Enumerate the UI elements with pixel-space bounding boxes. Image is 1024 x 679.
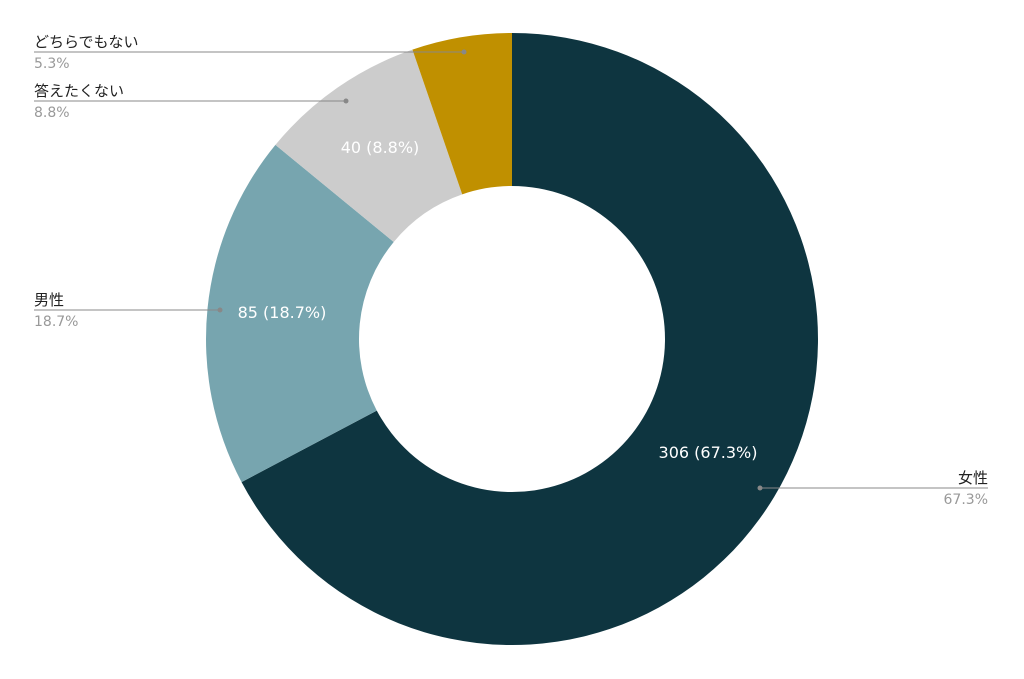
category-label-0: 女性	[958, 469, 988, 487]
slice-0	[241, 33, 819, 645]
leader-dot-1	[217, 307, 223, 313]
data-label-2: 40 (8.8%)	[341, 138, 420, 157]
category-label-2: 答えたくない	[34, 82, 124, 100]
slice-2	[275, 49, 463, 242]
percent-label-0: 67.3%	[944, 492, 988, 508]
leader-dot-0	[757, 485, 763, 491]
percent-label-2: 8.8%	[34, 105, 70, 121]
slice-3	[412, 33, 512, 195]
category-label-3: どちらでもない	[34, 33, 139, 51]
category-label-1: 男性	[34, 291, 64, 309]
percent-label-1: 18.7%	[34, 314, 78, 330]
slice-1	[206, 144, 394, 483]
percent-label-3: 5.3%	[34, 56, 70, 72]
data-label-1: 85 (18.7%)	[238, 303, 327, 322]
leader-dot-3	[461, 49, 467, 55]
leader-dot-2	[343, 98, 349, 104]
data-label-0: 306 (67.3%)	[659, 443, 758, 462]
